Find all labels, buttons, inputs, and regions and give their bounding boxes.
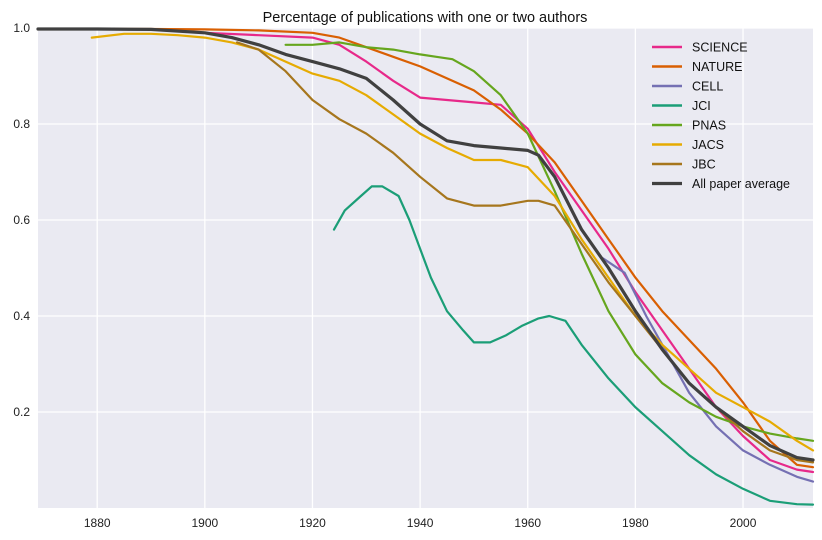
x-tick-label: 1920 [299,516,326,530]
legend-label: JACS [692,138,724,152]
y-tick-label: 1.0 [13,21,30,35]
x-axis-ticks: 1880 1900 1920 1940 1960 1980 2000 [84,516,757,530]
chart-title: Percentage of publications with one or t… [263,10,588,26]
y-tick-label: 0.6 [13,213,30,227]
series-line-all-paper-average [36,27,815,462]
x-tick-label: 1880 [84,516,111,530]
y-tick-label: 0.2 [13,405,30,419]
plot-area [38,28,813,508]
legend-label: PNAS [692,119,726,133]
series-line-jci [332,185,815,506]
grid-lines [38,27,813,508]
legend-label: NATURE [692,60,742,74]
x-tick-label: 2000 [730,516,757,530]
legend-label: CELL [692,80,723,94]
legend-label: JCI [692,99,711,113]
legend-label: SCIENCE [692,41,748,55]
series-lines [36,27,815,506]
series-line-nature [36,27,815,469]
x-tick-label: 1940 [407,516,434,530]
y-tick-label: 0.8 [13,117,30,131]
y-axis-ticks: 0.2 0.4 0.6 0.8 1.0 [13,21,30,419]
x-tick-label: 1980 [622,516,649,530]
series-line-jacs [90,32,815,452]
legend-label: All paper average [692,177,790,191]
series-line-pnas [284,41,815,442]
x-tick-label: 1960 [514,516,541,530]
legend: SCIENCE NATURE CELL JCI PNAS JACS JBC All paper… [652,41,790,191]
y-tick-label: 0.4 [13,309,30,323]
legend-label: JBC [692,158,716,172]
x-tick-label: 1900 [191,516,218,530]
